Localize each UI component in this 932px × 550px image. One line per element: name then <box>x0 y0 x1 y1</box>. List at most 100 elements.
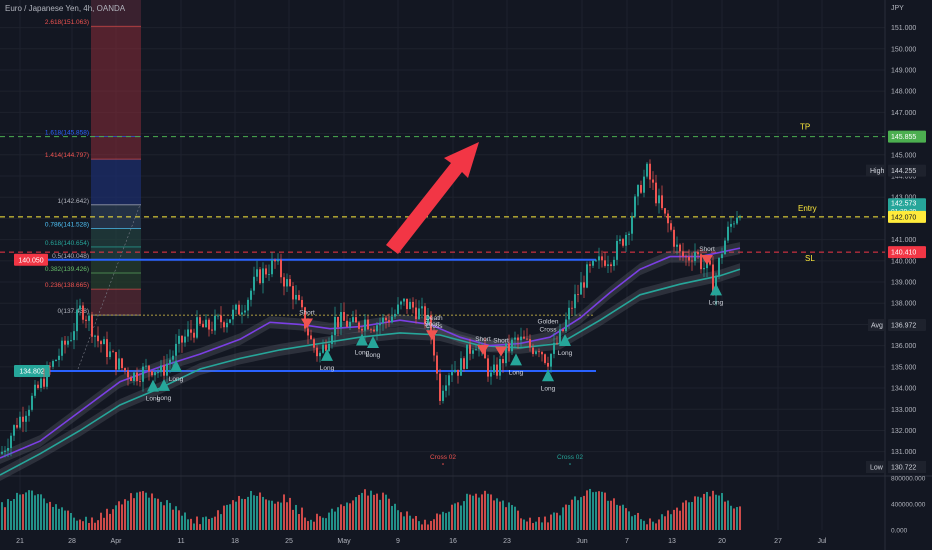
volume-bar <box>31 490 33 530</box>
volume-bar <box>346 502 348 530</box>
volume-bar <box>46 503 48 530</box>
candle-body <box>628 233 630 235</box>
volume-bar <box>493 500 495 530</box>
volume-bar <box>448 511 450 530</box>
volume-bar <box>685 500 687 530</box>
candle-body <box>31 395 33 410</box>
candle-body <box>589 264 591 266</box>
volume-bar <box>667 510 669 530</box>
candle-body <box>334 316 336 336</box>
low-tag-label: Low <box>870 465 884 472</box>
volume-bar <box>610 500 612 530</box>
candle-body <box>367 319 369 330</box>
volume-bar <box>568 504 570 530</box>
candle-body <box>25 415 27 422</box>
candle-body <box>37 384 39 389</box>
volume-bar <box>406 511 408 530</box>
candle-body <box>76 309 78 332</box>
volume-bar <box>433 519 435 530</box>
candle-body <box>373 329 375 332</box>
candle-body <box>430 315 432 336</box>
volume-tick-label: 800000.000 <box>891 476 926 483</box>
candle-body <box>46 366 48 387</box>
candle-body <box>694 252 696 262</box>
sl-axis-badge <box>888 246 926 259</box>
candle-body <box>349 321 351 327</box>
candle-body <box>325 344 327 351</box>
volume-bar <box>658 519 660 530</box>
short-signal-icon <box>477 344 489 355</box>
volume-bar <box>355 497 357 530</box>
volume-bar <box>262 496 264 530</box>
candle-body <box>493 364 495 373</box>
y-tick-label: 132.000 <box>891 428 916 435</box>
volume-bar <box>700 497 702 530</box>
candle-body <box>121 358 123 369</box>
volume-bar <box>217 510 219 530</box>
volume-bar <box>550 514 552 530</box>
candle-body <box>394 313 396 317</box>
long-signal-icon <box>147 379 159 392</box>
volume-bar <box>283 494 285 530</box>
volume-bar <box>133 498 135 530</box>
candle-body <box>625 234 627 246</box>
x-tick-label: 7 <box>625 538 629 545</box>
volume-bar <box>394 503 396 530</box>
volume-bar <box>475 493 477 530</box>
forecast-arrow-icon <box>386 142 479 254</box>
volume-bar <box>733 508 735 530</box>
volume-bar <box>625 508 627 530</box>
long-signal-icon <box>367 336 379 349</box>
candle-body <box>691 260 693 262</box>
volume-bar <box>85 516 87 530</box>
volume-bar <box>61 507 63 530</box>
candle-body <box>451 372 453 376</box>
volume-bar <box>55 504 57 530</box>
candle-body <box>49 366 51 368</box>
avg-tag-label: Avg <box>871 323 883 330</box>
volume-bar <box>553 512 555 530</box>
volume-bar <box>238 495 240 530</box>
candle-body <box>286 279 288 287</box>
candle-body <box>460 358 462 376</box>
candle-body <box>202 323 204 328</box>
candle-body <box>55 359 57 361</box>
candle-body <box>268 274 270 276</box>
volume-bar <box>340 504 342 530</box>
volume-bar <box>445 513 447 530</box>
volume-bar <box>481 494 483 530</box>
candle-body <box>223 322 225 328</box>
volume-bar <box>286 502 288 530</box>
candle-body <box>526 338 528 340</box>
volume-bar <box>604 492 606 530</box>
candle-body <box>295 294 297 300</box>
volume-bar <box>664 516 666 530</box>
volume-bar <box>136 492 138 530</box>
avg-axis-value: 136.972 <box>891 323 916 330</box>
volume-tick-label: 0.000 <box>891 528 908 535</box>
candle-body <box>163 365 165 376</box>
volume-bar <box>424 519 426 530</box>
candle-body <box>61 340 63 356</box>
cross-marker-dot <box>569 463 571 465</box>
candle-body <box>175 343 177 356</box>
candle-body <box>697 252 699 255</box>
candle-body <box>490 372 492 377</box>
candle-body <box>457 369 459 376</box>
volume-bar <box>442 511 444 530</box>
symbol-title: Euro / Japanese Yen, 4h, OANDA <box>5 4 126 13</box>
volume-bar <box>115 505 117 530</box>
long-signal-icon <box>356 333 368 346</box>
volume-bar <box>565 504 567 530</box>
volume-bar <box>163 505 165 530</box>
candle-body <box>658 195 660 204</box>
cross-marker-dot <box>442 463 444 465</box>
candle-body <box>442 390 444 401</box>
short-signal-icon <box>301 318 313 329</box>
candle-body <box>667 213 669 224</box>
x-tick-label: 13 <box>668 538 676 545</box>
volume-bar <box>463 501 465 530</box>
candle-body <box>556 342 558 344</box>
candle-body <box>637 185 639 197</box>
